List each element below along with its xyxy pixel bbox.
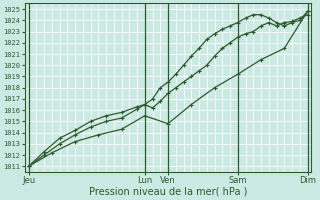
X-axis label: Pression niveau de la mer( hPa ): Pression niveau de la mer( hPa ) (89, 187, 247, 197)
